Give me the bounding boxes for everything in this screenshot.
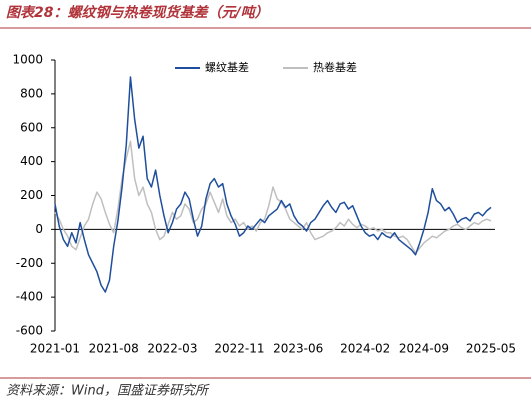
y-tick-label: 1000	[12, 53, 43, 67]
x-tick-label: 2024-09	[399, 342, 449, 356]
x-tick-label: 2022-03	[147, 342, 197, 356]
legend-label: 热卷基差	[313, 60, 357, 74]
source: 资料来源：Wind，国盛证券研究所	[6, 383, 210, 399]
x-tick-label: 2021-01	[30, 342, 80, 356]
chart-title: 图表28：螺纹钢与热卷现货基差（元/吨）	[6, 4, 269, 21]
x-tick-label: 2025-05	[466, 342, 516, 356]
legend-label: 螺纹基差	[205, 60, 249, 74]
y-tick-label: -400	[16, 290, 43, 304]
line-series	[54, 140, 492, 254]
y-tick-label: 800	[20, 86, 43, 100]
y-tick-label: 400	[20, 154, 43, 168]
y-tick-label: -600	[16, 324, 43, 338]
x-tick-label: 2024-02	[340, 342, 390, 356]
y-tick-label: 200	[20, 188, 43, 202]
x-tick-label: 2023-06	[273, 342, 323, 356]
y-tick-label: 600	[20, 120, 43, 134]
y-tick-label: -200	[16, 256, 43, 270]
y-tick-label: 0	[35, 222, 43, 236]
line-series	[54, 76, 492, 293]
x-tick-label: 2021-08	[89, 342, 139, 356]
x-tick-label: 2022-11	[214, 342, 264, 356]
